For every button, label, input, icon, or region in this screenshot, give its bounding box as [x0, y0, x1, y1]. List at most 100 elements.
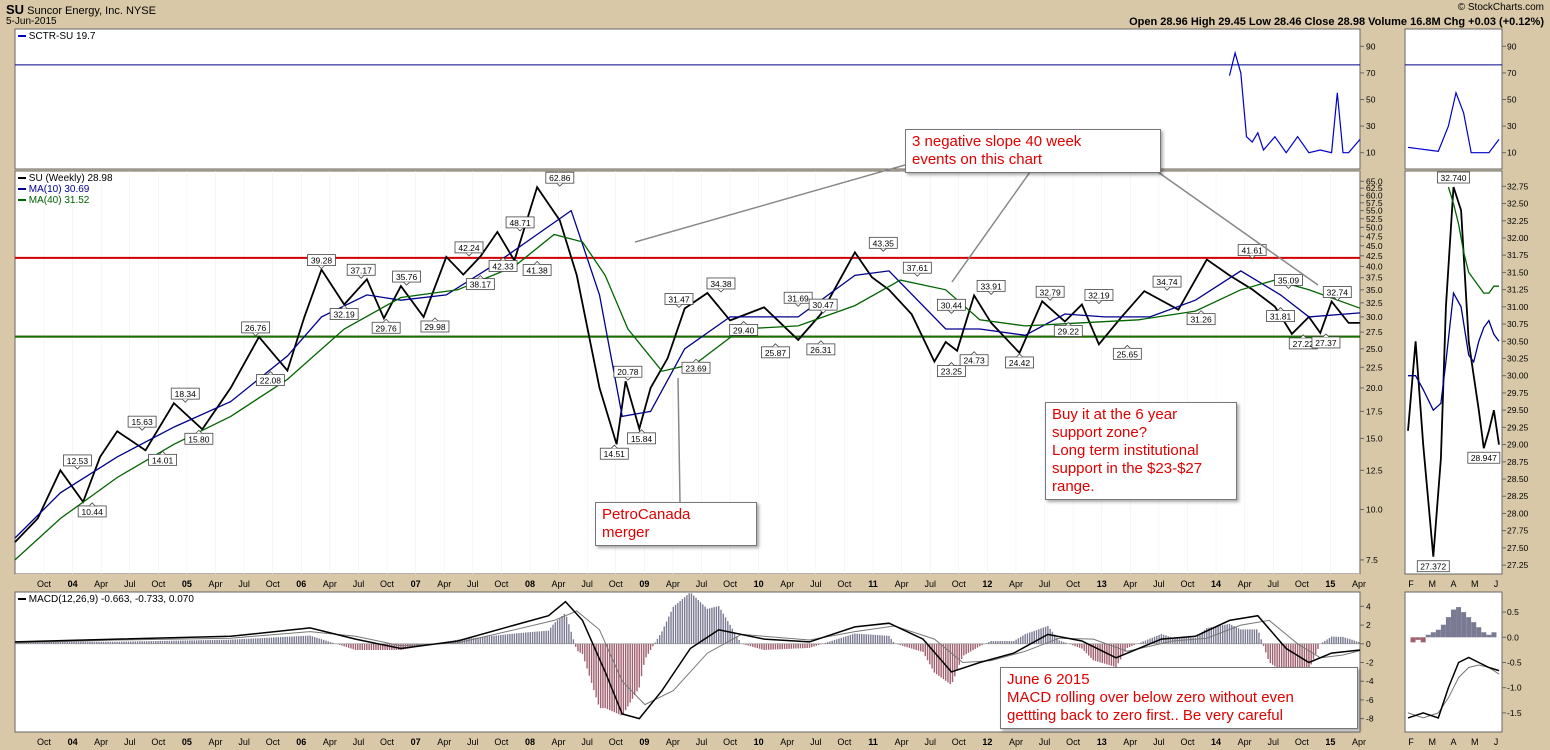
daily-price-line — [1407, 186, 1500, 557]
data-label-pointer — [1046, 296, 1054, 301]
callout-pointer — [951, 164, 1036, 283]
sctr-swatch — [18, 35, 26, 38]
callout-pointer — [677, 377, 681, 503]
macd-legend-text: MACD(12,26,9) -0.663, -0.733, 0.070 — [28, 594, 194, 605]
y-tick-label: 27.75 — [1507, 526, 1529, 536]
x-tick-label: Jul — [1267, 737, 1279, 747]
x-tick-label: Apr — [94, 737, 108, 747]
x-tick-label: F — [1408, 737, 1414, 747]
y-tick-label: 62.5 — [1366, 183, 1383, 193]
x-tick-label: Oct — [1066, 737, 1081, 747]
x-tick-label: Oct — [1295, 579, 1310, 589]
data-label-pointer — [1299, 334, 1307, 339]
x-tick-label: Jul — [353, 579, 365, 589]
y-tick-label: 40.0 — [1366, 261, 1383, 271]
ma40-legend-text: MA(40) 31.52 — [28, 195, 90, 206]
x-tick-label: Jul — [1039, 737, 1051, 747]
price-swatch — [18, 177, 26, 180]
data-label-pointer — [403, 281, 410, 286]
x-tick-label: Oct — [380, 737, 395, 747]
copyright: © StockCharts.com — [1457, 2, 1544, 13]
y-tick-label: 10 — [1507, 148, 1517, 158]
x-tick-label: Apr — [780, 737, 794, 747]
exchange: NYSE — [125, 5, 156, 17]
daily-macd-histogram-bar — [1410, 637, 1416, 643]
x-tick-label: Oct — [952, 737, 967, 747]
x-tick-label: Apr — [666, 737, 680, 747]
data-label: 28.947 — [1471, 453, 1497, 463]
daily-macd-histogram-bar — [1481, 632, 1487, 638]
data-label-pointer — [624, 376, 632, 381]
y-tick-label: -8 — [1366, 714, 1374, 724]
daily-macd-histogram-bar — [1486, 634, 1492, 638]
data-label: 10.44 — [82, 507, 104, 517]
y-tick-label: 32.25 — [1507, 216, 1529, 226]
x-tick-label: Oct — [266, 579, 281, 589]
data-label: 15.63 — [131, 417, 153, 427]
y-tick-label: 30.00 — [1507, 371, 1529, 381]
data-label-pointer — [819, 309, 827, 314]
x-tick-label: 06 — [296, 737, 306, 747]
data-label: 31.47 — [668, 294, 690, 304]
daily-macd-histogram-bar — [1476, 627, 1482, 638]
data-label-box — [1416, 560, 1450, 573]
data-label: 32.19 — [334, 310, 356, 320]
company-name: Suncor Energy, Inc. — [27, 5, 123, 17]
x-tick-label: Jul — [1267, 579, 1279, 589]
y-tick-label: 50.0 — [1366, 222, 1383, 232]
data-label: 34.74 — [1156, 277, 1178, 287]
ohlc-readout: Open 28.96 High 29.45 Low 28.46 Close 28… — [1129, 16, 1544, 28]
x-tick-label: Jul — [1039, 579, 1051, 589]
y-tick-label: 0 — [1366, 639, 1371, 649]
data-label: 37.61 — [907, 263, 929, 273]
x-tick-label: Apr — [1123, 737, 1137, 747]
data-label-pointer — [1322, 333, 1330, 338]
y-tick-label: 30.75 — [1507, 319, 1529, 329]
x-tick-label: Jul — [467, 579, 479, 589]
x-tick-label: J — [1494, 579, 1499, 589]
data-label-pointer — [970, 351, 978, 356]
data-label-pointer — [1095, 300, 1103, 305]
x-tick-label: M — [1429, 579, 1437, 589]
data-label: 12.53 — [67, 456, 89, 466]
x-tick-label: Oct — [494, 579, 509, 589]
y-tick-label: 31.25 — [1507, 285, 1529, 295]
data-label-pointer — [499, 256, 507, 261]
x-tick-label: M — [1471, 579, 1479, 589]
data-label: 25.87 — [765, 348, 787, 358]
x-tick-label: Oct — [837, 737, 852, 747]
daily-macd-histogram-bar — [1425, 634, 1431, 638]
x-tick-label: 13 — [1097, 579, 1107, 589]
daily-macd-histogram-bar — [1420, 637, 1426, 643]
data-label-pointer — [556, 182, 564, 187]
x-tick-label: Jul — [124, 579, 136, 589]
data-label: 38.17 — [470, 280, 492, 290]
data-label: 32.79 — [1039, 287, 1061, 297]
x-tick-label: 11 — [868, 579, 878, 589]
x-tick-label: 10 — [754, 737, 764, 747]
x-tick-label: 04 — [68, 737, 78, 747]
x-tick-label: Apr — [1352, 737, 1366, 747]
y-tick-label: 31.00 — [1507, 302, 1529, 312]
y-tick-label: 30.0 — [1366, 312, 1383, 322]
buy-zone-callout: Buy it at the 6 year support zone? Long … — [1045, 402, 1237, 500]
x-tick-label: 07 — [411, 737, 421, 747]
data-label-pointer — [987, 291, 995, 295]
y-tick-label: 0.0 — [1507, 632, 1519, 642]
data-label-pointer — [1277, 307, 1284, 311]
x-tick-label: Jul — [1153, 579, 1165, 589]
x-tick-label: Oct — [151, 579, 166, 589]
x-tick-label: Apr — [323, 579, 337, 589]
y-tick-label: 20.0 — [1366, 383, 1383, 393]
data-label-pointer — [1334, 297, 1341, 302]
data-label-pointer — [692, 358, 700, 363]
data-label-pointer — [1016, 353, 1023, 358]
daily-ma40-line — [1447, 186, 1499, 294]
y-tick-label: 57.5 — [1366, 198, 1383, 208]
data-label: 14.01 — [152, 455, 174, 465]
x-tick-label: 09 — [639, 737, 649, 747]
data-label: 29.98 — [424, 322, 446, 332]
data-label-pointer — [477, 275, 484, 279]
x-tick-label: Apr — [1238, 737, 1252, 747]
x-tick-label: Jul — [696, 737, 708, 747]
